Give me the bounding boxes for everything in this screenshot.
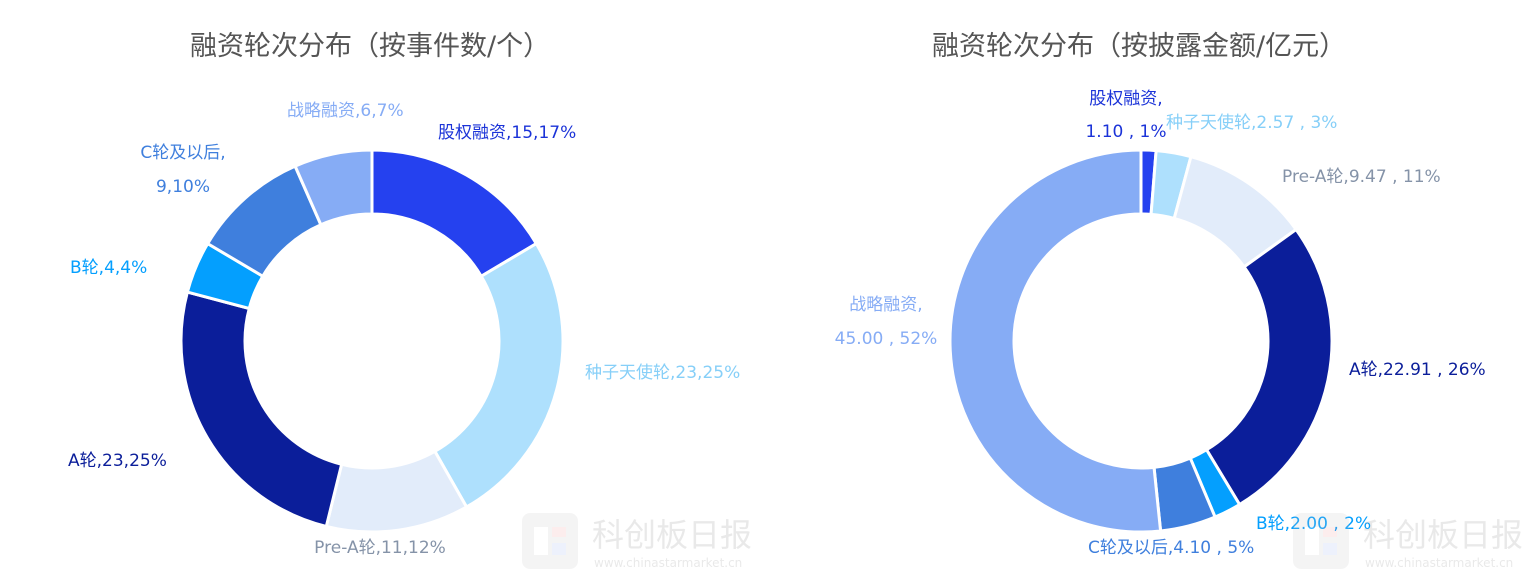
slice-label: 股权融资,15,17%	[438, 123, 576, 143]
watermark-badge	[522, 513, 578, 569]
watermark-url: www.chinastarmarket.cn	[1365, 556, 1513, 570]
watermark-badge-mark	[1323, 527, 1337, 537]
slice-label: 1.10 , 1%	[1085, 122, 1166, 142]
donut-chart-2: 股权融资, 1.10 , 1% 种子天使轮,2.57 , 3% Pre-A轮,9.47…	[835, 89, 1486, 558]
watermark-logo: 科创板日报 www.chinastarmarket.cn	[1293, 513, 1523, 570]
donut-chart-1: 股权融资,15,17% 种子天使轮,23,25% Pre-A轮,11,12% A轮,2…	[68, 101, 740, 558]
slice-label: Pre-A轮,9.47 , 11%	[1282, 167, 1441, 187]
slice-label: B轮,2.00 , 2%	[1256, 514, 1371, 534]
slice-label: 种子天使轮,23,25%	[585, 362, 740, 383]
slice-label: B轮,4,4%	[70, 258, 147, 278]
chart-title-amount: 融资轮次分布（按披露金额/亿元）	[932, 31, 1347, 62]
slice-label: 战略融资,	[849, 295, 922, 315]
slice-label: A轮,22.91 , 26%	[1349, 360, 1486, 380]
watermark-logo: 科创板日报 www.chinastarmarket.cn	[522, 513, 752, 570]
slice-label: 9,10%	[156, 177, 210, 197]
watermark-name: 科创板日报	[1363, 516, 1523, 554]
slice-label: 种子天使轮,2.57 , 3%	[1166, 112, 1337, 133]
watermark-badge-mark	[552, 543, 566, 555]
watermark-badge-mark	[552, 527, 566, 537]
chart-title-events: 融资轮次分布（按事件数/个）	[190, 31, 551, 62]
slice-label: C轮及以后,4.10 , 5%	[1088, 538, 1254, 558]
watermark-badge-mark	[1305, 527, 1319, 555]
slice-label: A轮,23,25%	[68, 451, 167, 471]
watermark-url: www.chinastarmarket.cn	[594, 556, 742, 570]
watermark-badge-mark	[1323, 543, 1337, 555]
watermark-badge-mark	[534, 527, 548, 555]
donut-slice	[432, 241, 565, 510]
donut-slice	[179, 290, 344, 529]
slice-label: 股权融资,	[1089, 89, 1162, 109]
slice-label: 战略融资,6,7%	[287, 101, 404, 121]
donut-slice	[1204, 227, 1334, 507]
slice-label: Pre-A轮,11,12%	[314, 538, 446, 558]
slice-label: C轮及以后,	[140, 143, 225, 163]
slice-label: 45.00 , 52%	[835, 329, 938, 349]
donut-slice	[293, 148, 374, 227]
watermark-name: 科创板日报	[592, 516, 752, 554]
donut-slice	[948, 148, 1163, 534]
watermark-badge	[1293, 513, 1349, 569]
